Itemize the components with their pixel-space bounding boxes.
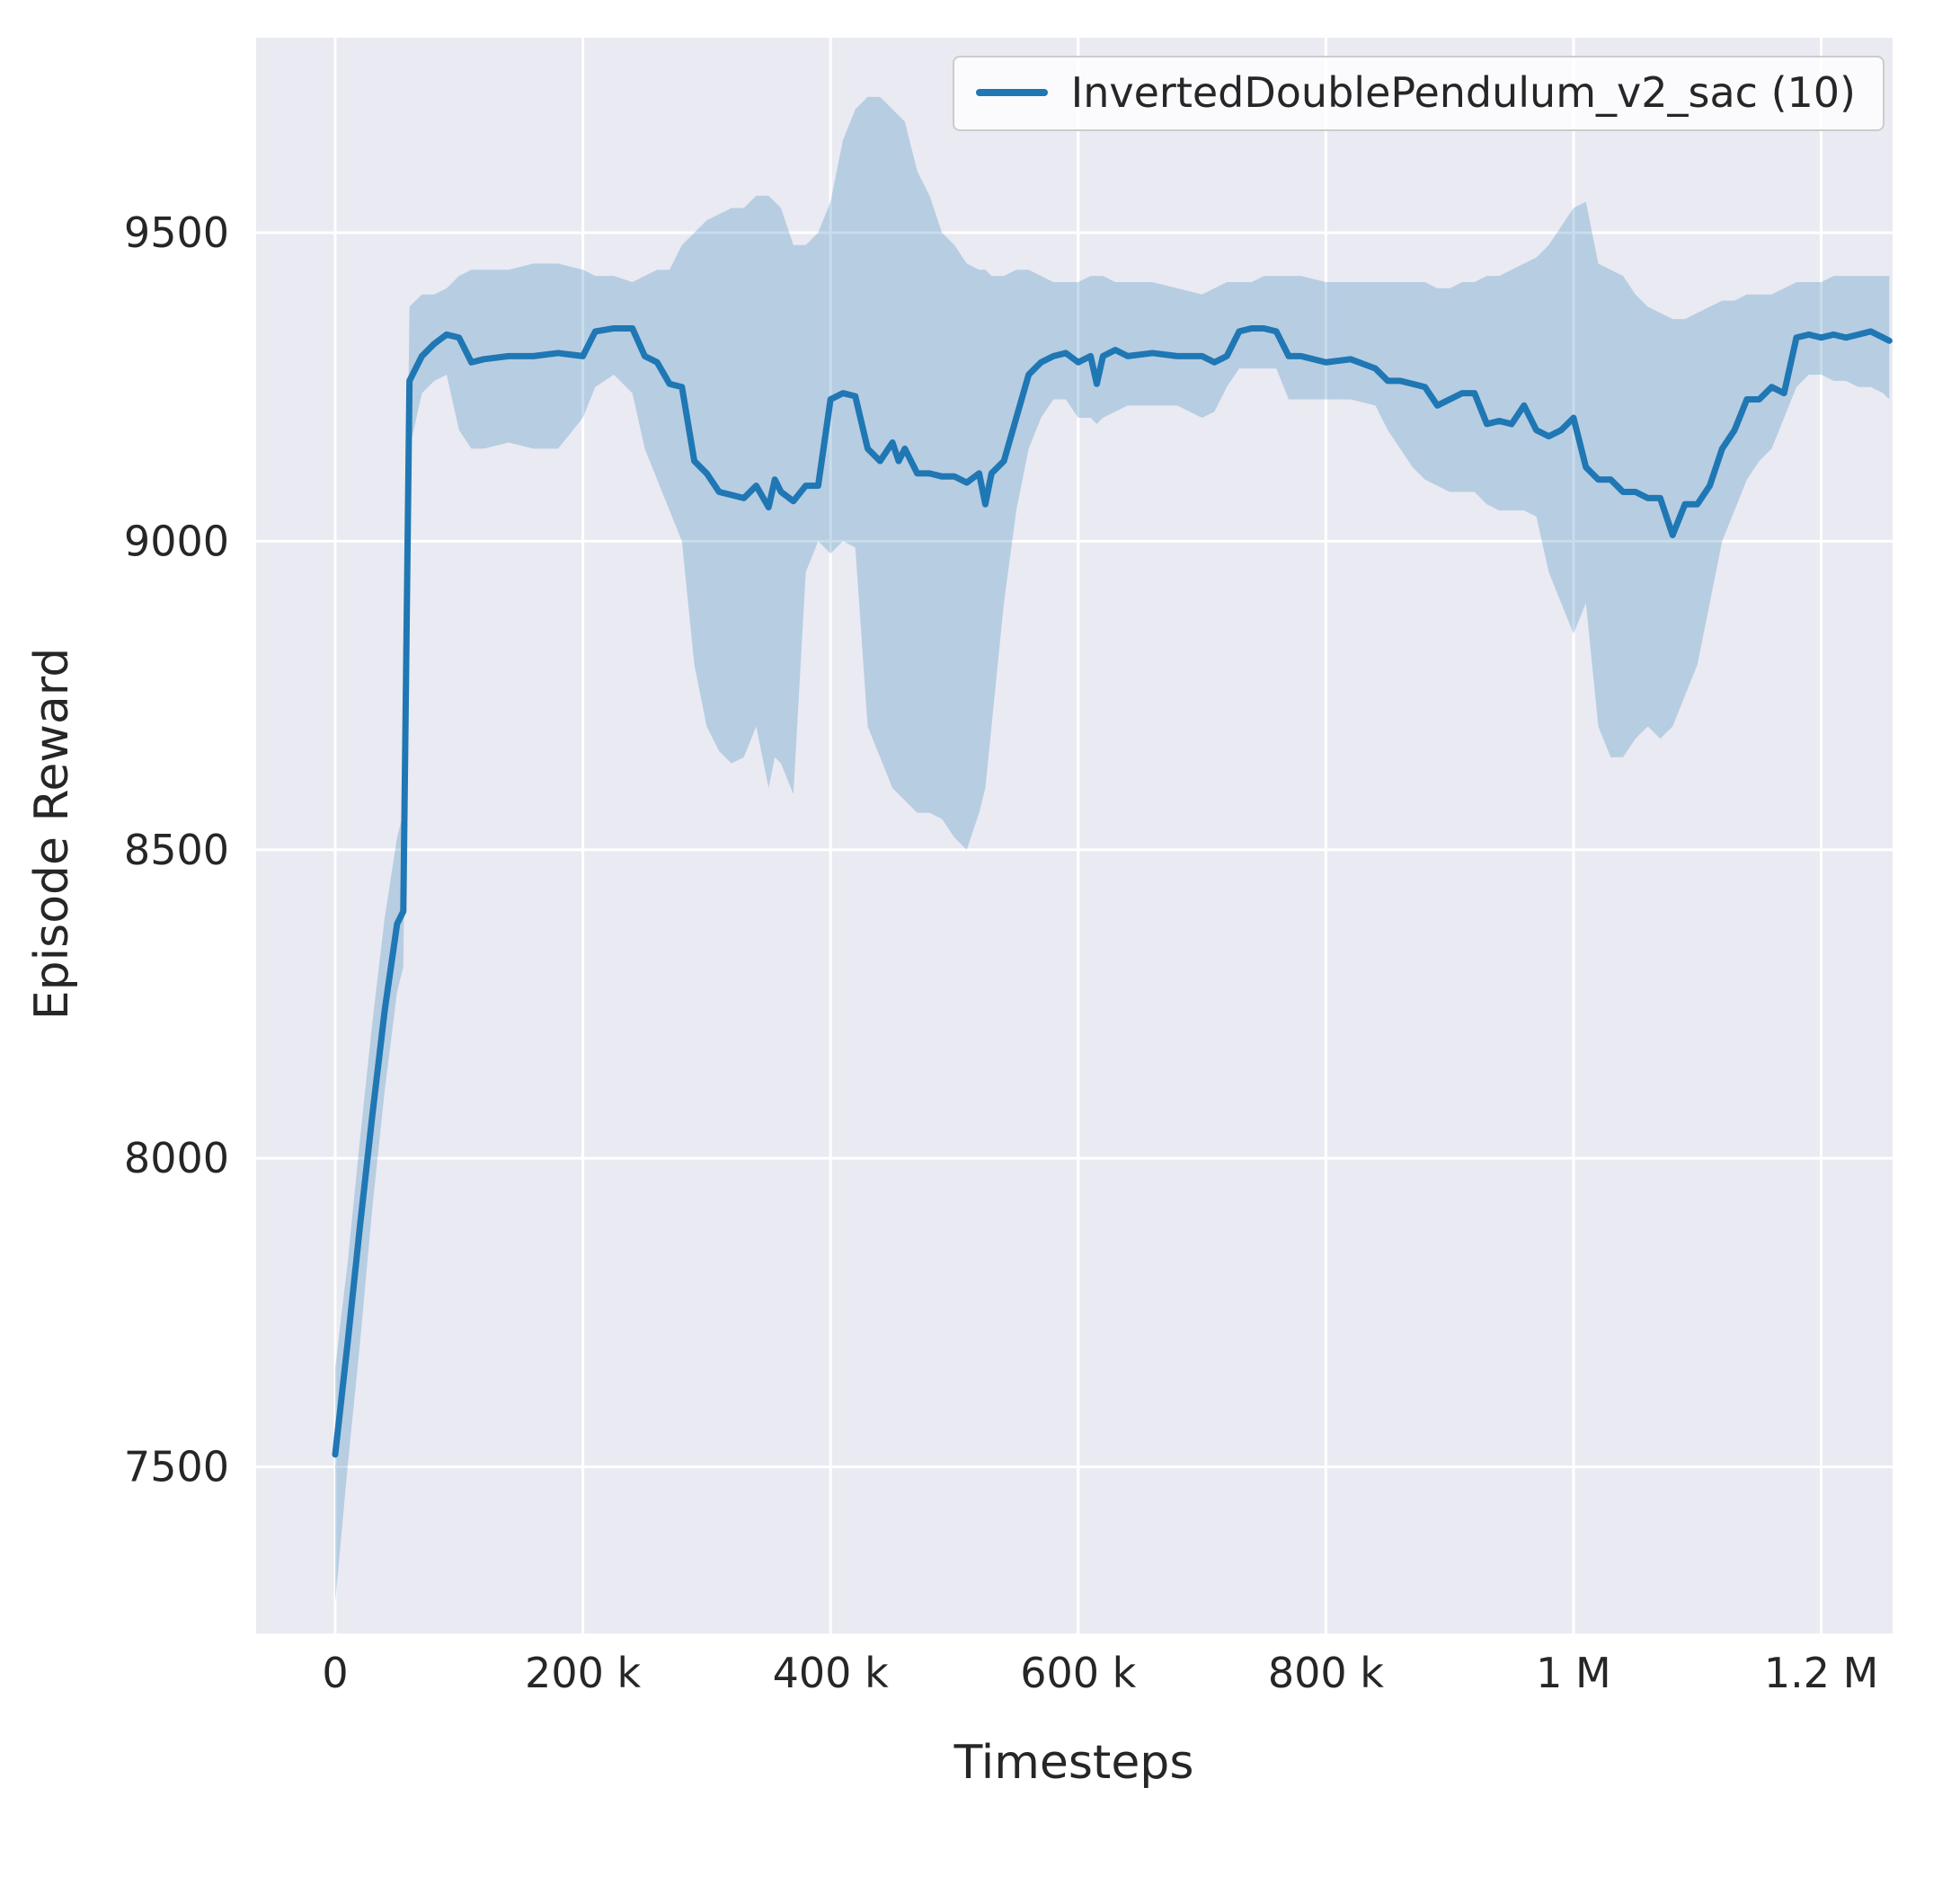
confidence-band (334, 96, 1890, 1603)
x-tick-label: 800 k (1268, 1649, 1384, 1697)
x-tick-label: 1.2 M (1764, 1649, 1878, 1697)
y-axis-label: Episode Reward (25, 647, 79, 1021)
y-tick-label: 8000 (124, 1134, 229, 1182)
plot-background (256, 38, 1893, 1633)
x-axis-label: Timesteps (953, 1736, 1194, 1790)
x-tick-label: 0 (322, 1649, 348, 1697)
y-tick-label: 7500 (124, 1443, 229, 1491)
x-tick-label: 600 k (1020, 1649, 1136, 1697)
x-tick-label: 200 k (525, 1649, 641, 1697)
y-tick-label: 9000 (124, 517, 229, 565)
y-tick-label: 8500 (124, 826, 229, 874)
x-tick-label: 400 k (773, 1649, 889, 1697)
legend-label: InvertedDoublePendulum_v2_sac (10) (1070, 68, 1856, 117)
mean-line (332, 324, 1893, 1458)
legend: InvertedDoublePendulum_v2_sac (10) (952, 56, 1885, 131)
legend-line-sample (975, 89, 1048, 96)
x-tick-label: 1 M (1536, 1649, 1611, 1697)
y-tick-label: 9500 (124, 208, 229, 257)
